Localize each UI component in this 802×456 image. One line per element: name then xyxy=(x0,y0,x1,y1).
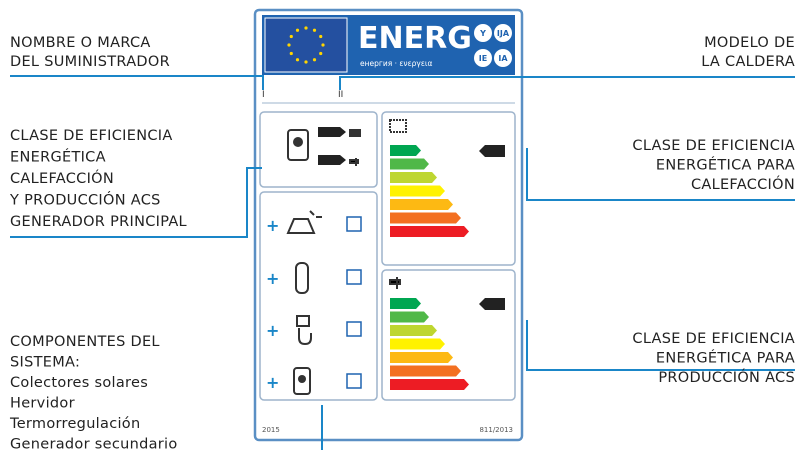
energy-bar xyxy=(390,379,469,390)
connector xyxy=(526,148,795,201)
star xyxy=(319,34,323,39)
annotation: Y PRODUCCIÓN ACS xyxy=(9,191,161,209)
annotation: ENERGÉTICA xyxy=(10,149,106,166)
annotation: GENERADOR PRINCIPAL xyxy=(10,214,187,230)
energy-bar xyxy=(390,172,437,183)
footer: 2015 xyxy=(262,426,280,434)
brand-subtitle: енергия · ενεργεια xyxy=(360,59,432,68)
solar-icon xyxy=(286,210,322,234)
plus: + xyxy=(266,269,279,288)
annotation: Colectores solares xyxy=(10,375,148,391)
annotation: MODELO DE xyxy=(704,35,795,51)
energy-bar xyxy=(390,212,461,224)
eu-stars xyxy=(287,26,325,64)
annotation: Hervidor xyxy=(10,396,75,412)
badge xyxy=(494,24,512,42)
annotation: CALEFACCIÓN xyxy=(10,169,114,187)
checkbox xyxy=(346,269,362,285)
row-mark: II xyxy=(338,90,343,100)
star xyxy=(304,26,308,30)
boiler-icon xyxy=(293,137,303,147)
checkbox xyxy=(346,216,362,232)
checkbox xyxy=(346,321,362,337)
badge xyxy=(474,24,492,42)
plus: + xyxy=(266,216,279,235)
annotation: Generador secundario xyxy=(10,437,178,453)
energy-bar xyxy=(390,311,429,323)
annotation: COMPONENTES DEL xyxy=(10,334,160,350)
energy-bar xyxy=(390,199,453,210)
annotation: LA CALDERA xyxy=(701,54,795,70)
annotation: CLASE DE EFICIENCIA xyxy=(10,128,173,144)
radiator-icon xyxy=(349,129,361,137)
energy-bar xyxy=(390,298,421,309)
boiler-icon xyxy=(298,375,306,383)
row-mark: I xyxy=(262,90,265,100)
radiator-icon xyxy=(389,119,407,133)
energy-bar xyxy=(390,338,445,350)
annotation: PRODUCCIÓN ACS xyxy=(658,368,795,386)
tap-icon xyxy=(389,277,401,289)
annotation: NOMBRE O MARCA xyxy=(10,35,151,51)
star xyxy=(312,58,317,62)
connector xyxy=(339,76,795,90)
footer: 811/2013 xyxy=(479,426,513,434)
star xyxy=(287,43,291,47)
energy-bar xyxy=(390,365,461,377)
badge-text: IA xyxy=(498,54,508,63)
energy-bar xyxy=(390,185,445,197)
tap-icon xyxy=(349,158,359,166)
brand: ENERG xyxy=(358,21,472,56)
annotation: DEL SUMINISTRADOR xyxy=(10,54,170,70)
annotation: ENERGÉTICA PARA xyxy=(656,350,795,367)
annotation: CLASE DE EFICIENCIA xyxy=(632,331,795,347)
annotation: CALEFACCIÓN xyxy=(691,175,795,193)
class-tags xyxy=(318,127,346,165)
star xyxy=(289,51,293,56)
class-arrow xyxy=(479,145,505,157)
plus: + xyxy=(266,373,279,392)
components-box xyxy=(259,191,378,401)
hand-icon xyxy=(298,328,312,346)
energy-bar xyxy=(390,352,453,363)
main-box xyxy=(259,111,378,188)
star xyxy=(304,60,308,64)
annotation: Termorregulación xyxy=(9,416,140,432)
tank-icon xyxy=(295,262,309,294)
badge-text: IE xyxy=(479,54,487,63)
energy-bar xyxy=(390,145,421,156)
thermo-icon xyxy=(296,315,310,327)
star xyxy=(295,28,300,32)
connector xyxy=(10,167,262,238)
star xyxy=(319,51,323,56)
star xyxy=(312,28,317,32)
energy-bar xyxy=(390,325,437,336)
badge xyxy=(494,49,512,67)
annotation: ENERGÉTICA PARA xyxy=(656,157,795,174)
badges: Y IJA IE IA xyxy=(474,24,512,67)
plus: + xyxy=(266,321,279,340)
star xyxy=(289,34,293,39)
star xyxy=(321,43,325,47)
badge-text: IJA xyxy=(497,29,510,38)
annotation: CLASE DE EFICIENCIA xyxy=(632,138,795,154)
energy-bar xyxy=(390,158,429,170)
connector xyxy=(526,320,795,371)
energy-bar xyxy=(390,226,469,237)
star xyxy=(295,58,300,62)
annotation: SISTEMA: xyxy=(10,355,80,371)
badge xyxy=(474,49,492,67)
connector xyxy=(10,75,264,90)
class-arrow xyxy=(479,298,505,310)
badge-text: Y xyxy=(479,29,486,38)
checkbox xyxy=(346,373,362,389)
eu-flag xyxy=(264,17,348,73)
